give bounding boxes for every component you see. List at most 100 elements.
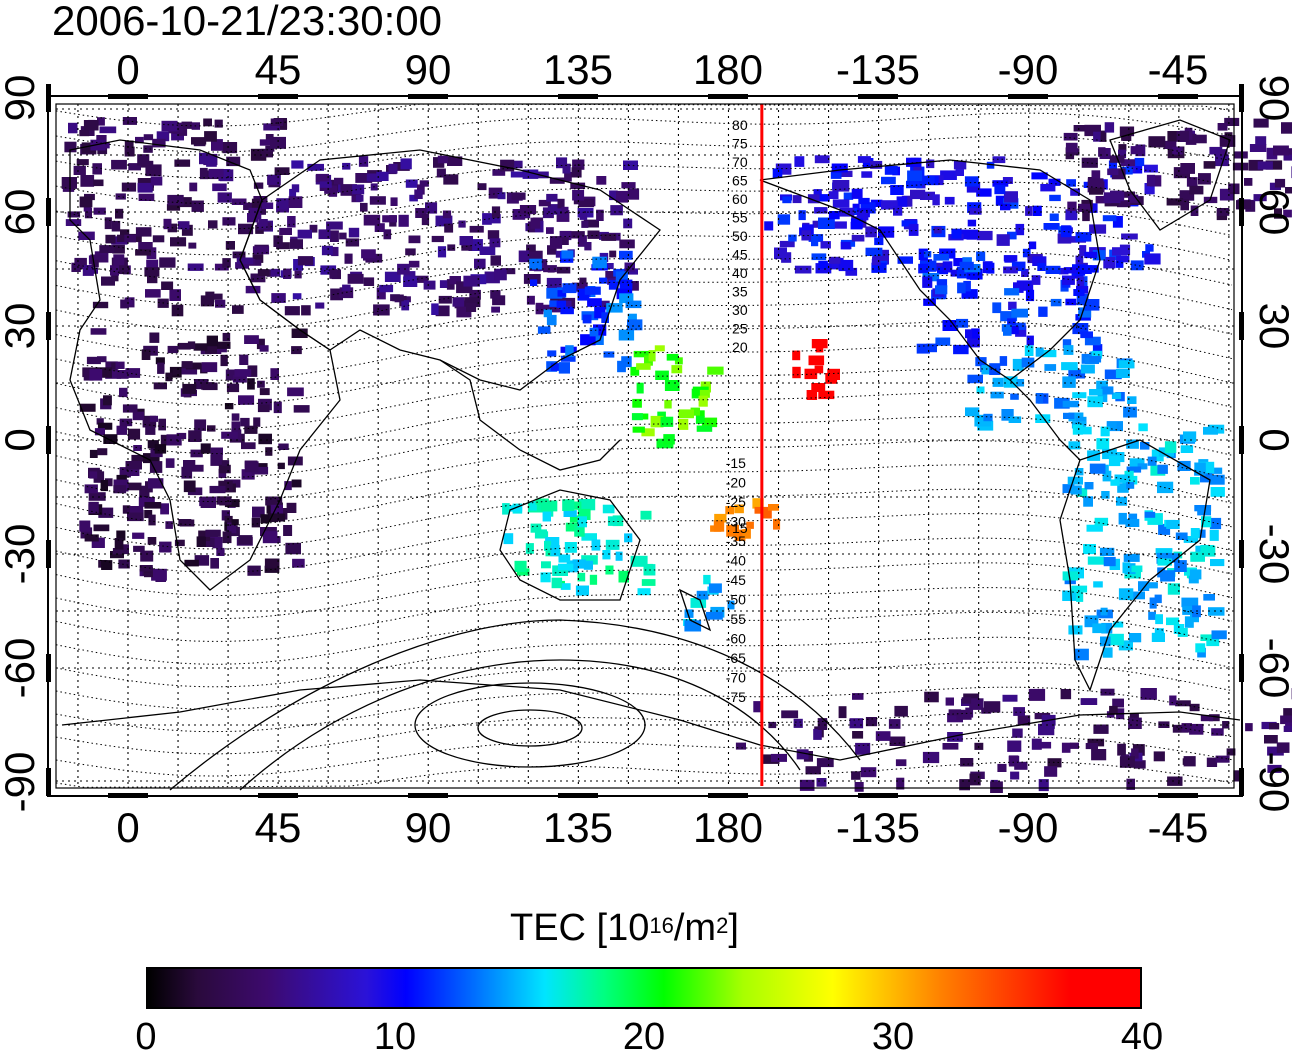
tec-cell-alaska-canada: [774, 248, 787, 260]
tec-cell-europe-russia: [84, 120, 99, 131]
tec-cell-africa: [232, 519, 239, 525]
tec-cell-south-america: [1092, 623, 1105, 633]
tec-cell-antarctica: [946, 698, 954, 706]
colorbar-tick-40: 40: [1121, 1016, 1163, 1058]
tec-cell-usa: [1080, 331, 1093, 338]
tec-cell-africa: [88, 502, 98, 514]
tec-cell-usa: [1011, 309, 1028, 318]
tec-cell-antarctica: [896, 759, 907, 766]
tec-cell-antarctica: [1117, 744, 1126, 756]
colorbar-tick-20: 20: [623, 1016, 665, 1058]
tec-cell-africa: [247, 566, 260, 576]
tec-cell-new-zealand: [697, 591, 709, 600]
tec-cell-south-america: [1133, 592, 1145, 600]
tec-cell-south-america: [1116, 497, 1127, 506]
tec-cell-siberia: [364, 215, 381, 226]
contour-label-north: 75: [732, 136, 748, 152]
tec-cell-east-asia-japan: [547, 350, 556, 356]
tec-cell-siberia: [414, 190, 422, 200]
tec-cell-east-asia-japan: [538, 326, 551, 333]
tec-cell-siberia: [438, 156, 448, 164]
tec-cell-europe-russia: [122, 183, 136, 192]
tec-cell-east-asia-japan: [557, 301, 567, 308]
tec-cell-africa: [207, 336, 218, 347]
tec-cell-alaska-canada: [811, 235, 818, 247]
x-tick-top: 90: [405, 46, 452, 93]
frame-tick-left: [46, 84, 51, 112]
y-tick-left: -60: [0, 638, 43, 699]
tec-cell-siberia: [283, 269, 291, 279]
tec-cell-greenland-arctic: [1105, 122, 1114, 132]
tec-cell-alaska-canada: [1116, 261, 1124, 268]
frame-tick-bottom: [858, 793, 898, 798]
tec-cell-south-america: [1181, 445, 1193, 453]
tec-cell-south-america: [1210, 559, 1224, 566]
contour-label-north: 70: [732, 154, 748, 170]
tec-cell-africa: [87, 357, 101, 364]
tec-cell-europe-russia: [203, 119, 212, 127]
tec-cell-africa: [166, 458, 175, 468]
tec-cell-africa: [160, 503, 169, 514]
tec-cell-australia: [559, 555, 571, 563]
contour-label-north: 25: [732, 321, 748, 337]
tec-cell-siberia: [444, 224, 453, 233]
tec-cell-africa: [90, 450, 98, 458]
colorbar-tick-0: 0: [135, 1016, 156, 1058]
tec-cell-pacific-north-islands: [671, 365, 682, 373]
tec-cell-south-america: [1166, 520, 1180, 529]
contour-label-north: 50: [732, 228, 748, 244]
tec-cell-siberia: [403, 277, 417, 288]
x-tick-top: 45: [255, 46, 302, 93]
tec-cell-central-america: [1064, 345, 1074, 355]
tec-cell-south-america: [1101, 608, 1108, 616]
tec-cell-europe-russia: [94, 208, 106, 215]
tec-cell-pacific-north-islands: [678, 409, 694, 418]
tec-cell-africa: [182, 384, 196, 394]
contour-label-north: 65: [732, 173, 748, 189]
tec-cell-europe-russia: [153, 235, 165, 242]
tec-cell-antarctica: [1169, 696, 1176, 706]
tec-cell-siberia: [546, 194, 557, 202]
tec-cell-africa: [113, 485, 126, 493]
tec-cell-south-america: [1185, 616, 1194, 628]
tec-cell-usa: [986, 263, 994, 274]
tec-cell-siberia: [432, 236, 444, 242]
x-tick-top: 0: [116, 46, 139, 93]
tec-cell-south-america: [1095, 518, 1109, 526]
tec-cell-antarctica: [890, 737, 906, 747]
tec-cell-east-asia-japan: [626, 301, 642, 309]
contour-label-south: -45: [726, 572, 746, 588]
tec-cell-alaska-canada: [885, 166, 898, 175]
tec-cell-africa: [221, 432, 238, 439]
tec-cell-europe-russia: [267, 175, 281, 185]
tec-cell-siberia: [447, 244, 455, 250]
colorbar-title-exp: 16: [649, 913, 673, 938]
tec-cell-siberia: [289, 196, 303, 208]
tec-cell-europe-russia: [100, 127, 117, 134]
tec-cell-greenland-arctic: [1066, 143, 1078, 153]
y-tick-left: -90: [0, 752, 43, 813]
tec-cell-australia: [558, 564, 573, 571]
tec-cell-greenland-arctic: [1110, 191, 1124, 202]
tec-cell-south-pacific-islands: [714, 520, 724, 531]
tec-cell-siberia: [439, 296, 452, 304]
tec-cell-siberia: [279, 228, 292, 235]
tec-cell-australia: [584, 561, 593, 570]
tec-cell-pacific-north-islands: [696, 416, 705, 424]
tec-cell-siberia: [342, 285, 351, 291]
tec-cell-south-america: [1200, 546, 1215, 557]
tec-cell-south-america: [1145, 512, 1156, 518]
tec-cell-alaska-canada: [1044, 223, 1060, 230]
tec-cell-south-america: [1109, 456, 1120, 466]
tec-cell-antarctica: [1070, 743, 1079, 749]
tec-cell-south-america: [1101, 491, 1109, 499]
tec-cell-east-asia-japan: [585, 287, 601, 295]
tec-cell-greenland-arctic: [1082, 210, 1090, 222]
tec-cell-africa: [116, 362, 125, 369]
tec-cell-south-america: [1195, 643, 1205, 652]
tec-cell-siberia: [619, 240, 635, 249]
tec-cell-pacific-north-islands: [667, 354, 679, 361]
tec-cell-usa: [1003, 267, 1018, 274]
x-tick-top: -45: [1148, 46, 1209, 93]
tec-cell-africa: [258, 404, 270, 412]
